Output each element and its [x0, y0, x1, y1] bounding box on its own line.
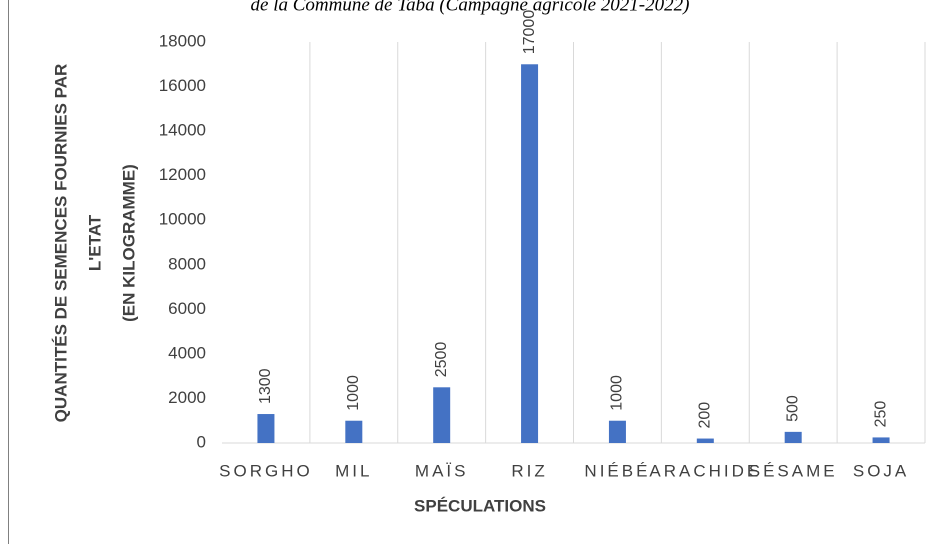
- x-tick-label: SORGHO: [219, 461, 313, 480]
- data-label: 200: [697, 402, 714, 429]
- bar: [345, 420, 363, 443]
- y-tick-label: 6000: [168, 299, 206, 318]
- x-tick-label: SOJA: [853, 461, 909, 480]
- y-tick-label: 2000: [168, 388, 206, 407]
- bar: [608, 420, 626, 443]
- bar: [784, 431, 802, 443]
- y-tick-label: 14000: [159, 121, 206, 140]
- y-tick-label: 10000: [159, 210, 206, 229]
- data-label: 500: [784, 395, 801, 422]
- chart-title: de la Commune de Taba (Campagne agricole…: [251, 0, 690, 15]
- y-tick-label: 18000: [159, 31, 206, 50]
- y-tick-label: 16000: [159, 76, 206, 95]
- data-label: 17000: [521, 10, 538, 55]
- data-label: 250: [872, 401, 889, 428]
- y-axis-title: (EN KILOGRAMME): [119, 164, 138, 322]
- x-tick-label: SÉSAME: [749, 461, 838, 480]
- bar: [521, 64, 539, 444]
- bar: [696, 438, 714, 443]
- data-label: 2500: [433, 342, 450, 378]
- data-label: 1300: [257, 368, 274, 404]
- bar: [257, 414, 275, 443]
- bar: [433, 387, 451, 443]
- y-axis-title: QUANTITÉS DE SEMENCES FOURNIES PAR: [51, 64, 70, 423]
- y-tick-label: 4000: [168, 343, 206, 362]
- x-axis-title: SPÉCULATIONS: [414, 496, 546, 515]
- y-tick-label: 0: [197, 432, 206, 451]
- y-tick-label: 12000: [159, 165, 206, 184]
- x-tick-label: ARACHIDE: [649, 461, 761, 480]
- x-tick-label: NIÉBÉ: [584, 461, 650, 480]
- x-tick-label: MIL: [335, 461, 372, 480]
- x-tick-label: RIZ: [511, 461, 547, 480]
- data-label: 1000: [345, 375, 362, 411]
- y-axis-title: L'ETAT: [85, 214, 104, 271]
- y-tick-label: 8000: [168, 254, 206, 273]
- data-label: 1000: [609, 375, 626, 411]
- x-tick-label: MAÏS: [415, 461, 469, 480]
- bar: [872, 437, 890, 443]
